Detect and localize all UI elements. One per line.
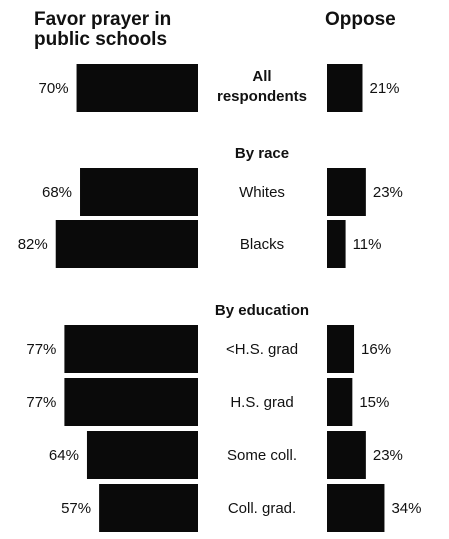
- favor-value-label: 77%: [26, 341, 56, 358]
- category-label: All respondents: [217, 68, 307, 105]
- oppose-value-label: 16%: [361, 341, 391, 358]
- favor-bar: [55, 220, 199, 268]
- favor-header: Favor prayer in public schools: [34, 9, 172, 50]
- favor-value-label: 64%: [49, 447, 79, 464]
- favor-value-label: 68%: [42, 184, 72, 201]
- favor-value-label: 57%: [61, 500, 91, 517]
- favor-value-label: 82%: [18, 236, 48, 253]
- favor-bar: [80, 168, 198, 216]
- section-title: By education: [215, 302, 309, 319]
- favor-value-label: 77%: [26, 394, 56, 411]
- oppose-bar: [327, 378, 353, 426]
- oppose-bar: [327, 431, 366, 479]
- oppose-value-label: 23%: [373, 447, 403, 464]
- oppose-value-label: 23%: [373, 184, 403, 201]
- oppose-bar: [327, 220, 346, 268]
- category-label: Some coll.: [227, 447, 297, 464]
- favor-value-label: 70%: [39, 80, 69, 97]
- category-label: Whites: [239, 184, 285, 201]
- oppose-value-label: 15%: [359, 394, 389, 411]
- oppose-bar: [327, 484, 385, 532]
- favor-bar: [99, 484, 198, 532]
- favor-bar: [86, 431, 198, 479]
- category-label: Coll. grad.: [228, 500, 296, 517]
- oppose-bar: [327, 325, 355, 373]
- oppose-bar: [327, 64, 363, 112]
- oppose-value-label: 21%: [369, 80, 399, 97]
- favor-bar: [64, 325, 198, 373]
- category-label: Blacks: [240, 236, 284, 253]
- favor-bar: [76, 64, 198, 112]
- category-label: <H.S. grad: [226, 341, 298, 358]
- oppose-header: Oppose: [325, 9, 396, 30]
- section-title: By race: [235, 145, 289, 162]
- favor-bar: [64, 378, 198, 426]
- category-label: H.S. grad: [230, 394, 293, 411]
- oppose-bar: [327, 168, 366, 216]
- oppose-value-label: 34%: [391, 500, 421, 517]
- oppose-value-label: 11%: [353, 236, 382, 253]
